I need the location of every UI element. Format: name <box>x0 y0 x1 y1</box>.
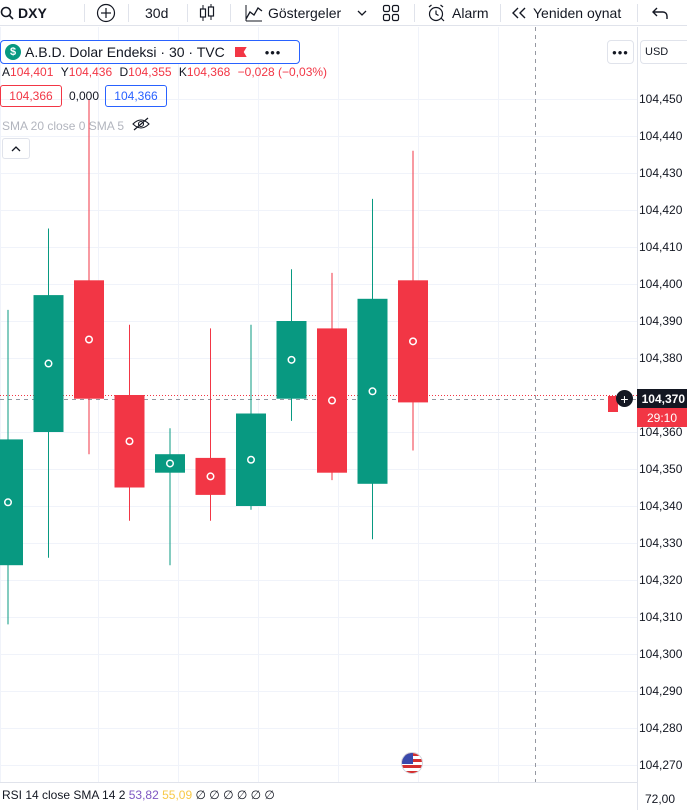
sma-marker-dot <box>167 460 173 466</box>
more-options-button[interactable]: ••• <box>264 44 282 60</box>
price-scale-label: 104,320 <box>639 573 683 587</box>
chevron-up-icon <box>11 140 21 158</box>
flag-icon[interactable] <box>234 47 247 57</box>
price-scale-label: 104,360 <box>639 425 683 439</box>
low-value: 104,355 <box>128 65 172 79</box>
price-scale-label: 104,280 <box>639 721 683 735</box>
currency-button[interactable]: USD <box>640 40 687 64</box>
sma-marker-dot <box>208 473 213 479</box>
current-price-label: 104,370 <box>637 389 687 408</box>
price-scale-label: 104,270 <box>639 758 683 772</box>
add-circle-icon <box>96 3 116 23</box>
toolbar-divider <box>500 4 501 22</box>
candlestick-icon <box>198 3 216 23</box>
pane-divider[interactable] <box>0 782 637 783</box>
bar-countdown: 29:10 <box>637 408 687 427</box>
sma-marker-dot <box>248 457 254 463</box>
replay-button[interactable]: Yeniden oynat <box>511 0 621 26</box>
sma-marker-dot <box>46 361 51 367</box>
price-scale-label: 104,440 <box>639 129 683 143</box>
symbol-legend[interactable]: $ A.B.D. Dolar Endeksi · 30 · TVC ••• <box>0 40 300 64</box>
search-icon <box>0 6 14 20</box>
alarm-button[interactable]: Alarm <box>426 0 489 26</box>
sma-label: SMA 20 close 0 SMA 5 <box>2 118 125 133</box>
indicators-dropdown[interactable] <box>356 0 368 26</box>
price-scale-label: 104,390 <box>639 314 683 328</box>
chevron-down-icon <box>356 7 368 19</box>
rsi-empty-values: ∅ ∅ ∅ ∅ ∅ ∅ <box>195 788 275 802</box>
ohlc-values: A104,401 Y104,436 D104,355 K104,368 −0,0… <box>2 65 327 79</box>
top-toolbar: DXY 30d Göstergeler Alarm <box>0 0 687 26</box>
sma-marker-dot <box>289 357 294 363</box>
indicators-icon <box>244 3 264 23</box>
toolbar-divider <box>187 4 188 22</box>
price-scale-label: 104,340 <box>639 499 683 513</box>
sell-price-button[interactable]: 104,366 <box>0 85 62 107</box>
collapse-legend-button[interactable] <box>2 138 30 159</box>
buy-price-button[interactable]: 104,366 <box>105 85 167 107</box>
rewind-icon <box>511 6 527 20</box>
sma-marker-dot <box>329 398 335 404</box>
alarm-label: Alarm <box>452 5 489 21</box>
rsi-legend[interactable]: RSI 14 close SMA 14 2 53,82 55,09 ∅ ∅ ∅ … <box>2 788 275 802</box>
undo-button[interactable] <box>652 0 668 26</box>
spread-value: 0,000 <box>68 89 100 103</box>
rsi-label: RSI 14 close SMA 14 2 <box>2 788 126 802</box>
toolbar-divider <box>230 4 231 22</box>
chart-more-button[interactable]: ••• <box>607 40 634 64</box>
sma-marker-dot <box>410 338 416 344</box>
chart-area[interactable] <box>0 27 687 810</box>
high-value: 104,436 <box>68 65 113 79</box>
rsi-sma-value: 55,09 <box>162 788 193 802</box>
chart-type-button[interactable] <box>198 0 216 26</box>
grid-layout-icon <box>382 4 400 22</box>
symbol-search[interactable]: DXY <box>0 0 47 26</box>
replay-label: Yeniden oynat <box>533 5 622 21</box>
toolbar-divider <box>414 4 415 22</box>
high-key: Y <box>60 65 69 79</box>
price-scale-label: 104,420 <box>639 203 683 217</box>
open-key: A <box>2 65 11 79</box>
us-flag-icon[interactable] <box>401 752 423 774</box>
dollar-icon: $ <box>5 44 21 60</box>
rsi-scale-label: 72,00 <box>645 792 676 806</box>
symbol-title: A.B.D. Dolar Endeksi · 30 · TVC <box>25 44 225 60</box>
close-key: K <box>178 65 187 79</box>
change-value: −0,028 (−0,03%) <box>237 65 328 79</box>
eye-hidden-icon[interactable] <box>132 117 150 134</box>
indicators-button[interactable]: Göstergeler <box>244 0 341 26</box>
price-scale-label: 104,330 <box>639 536 683 550</box>
price-chart[interactable] <box>0 27 687 810</box>
price-scale-label: 104,310 <box>639 610 683 624</box>
undo-icon <box>652 6 668 20</box>
price-scale-label: 104,430 <box>639 166 683 180</box>
sma-marker-dot <box>86 337 92 342</box>
toolbar-divider <box>637 4 638 22</box>
toolbar-divider <box>84 4 85 22</box>
price-scale-label: 104,380 <box>639 351 683 365</box>
sma-marker-dot <box>127 438 132 444</box>
rsi-value: 53,82 <box>128 788 159 802</box>
low-key: D <box>119 65 129 79</box>
open-value: 104,401 <box>10 65 54 79</box>
add-alert-plus-icon[interactable]: + <box>616 390 633 407</box>
price-scale-label: 104,300 <box>639 647 683 661</box>
price-scale-label: 104,350 <box>639 462 683 476</box>
sma-marker-dot <box>5 499 11 505</box>
toolbar-divider <box>128 4 129 22</box>
alert-marker[interactable] <box>608 396 618 412</box>
compare-button[interactable] <box>96 0 116 26</box>
price-scale-label: 104,400 <box>639 277 683 291</box>
close-value: 104,368 <box>186 65 231 79</box>
sma-marker-dot <box>370 388 375 394</box>
symbol-label: DXY <box>18 5 47 21</box>
alarm-clock-icon <box>426 3 446 23</box>
price-scale-label: 104,410 <box>639 240 683 254</box>
indicators-label: Göstergeler <box>268 5 342 21</box>
price-scale-label: 104,450 <box>639 92 683 106</box>
sma-legend[interactable]: SMA 20 close 0 SMA 5 <box>2 117 150 134</box>
layout-button[interactable] <box>382 0 400 26</box>
interval-button[interactable]: 30d <box>145 5 169 21</box>
price-scale-label: 104,290 <box>639 684 683 698</box>
